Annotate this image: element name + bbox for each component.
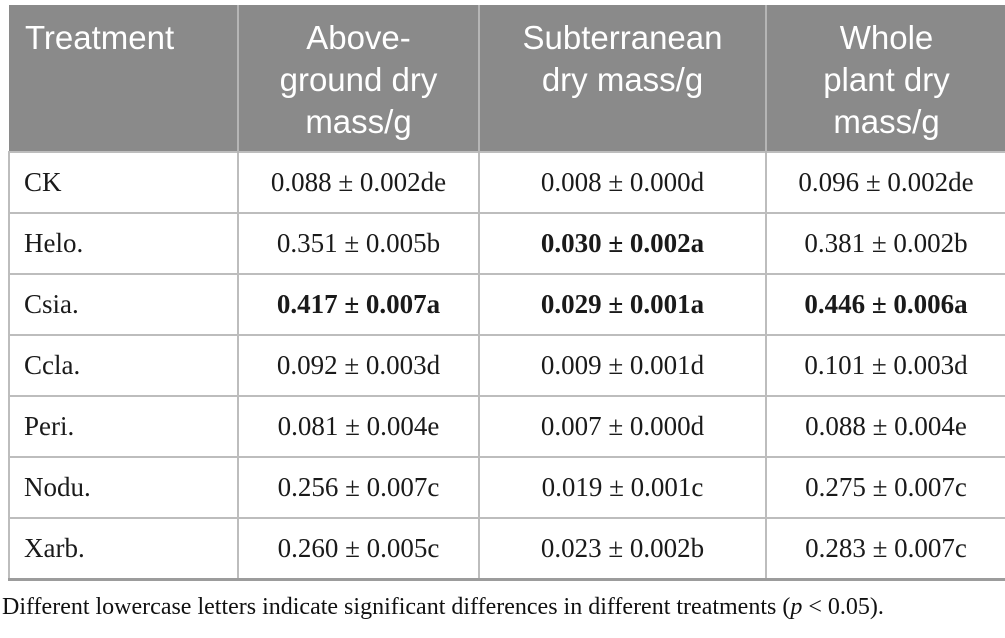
value-cell: 0.009 ± 0.001d bbox=[478, 334, 767, 397]
treatment-label: Xarb. bbox=[8, 517, 239, 580]
value-cell: 0.256 ± 0.007c bbox=[237, 456, 480, 519]
value-cell: 0.283 ± 0.007c bbox=[765, 517, 1005, 580]
treatment-label: Csia. bbox=[8, 273, 239, 336]
value-cell: 0.275 ± 0.007c bbox=[765, 456, 1005, 519]
footnote-threshold: < 0.05). bbox=[802, 594, 884, 620]
footnote-text: Different lowercase letters indicate sig… bbox=[2, 594, 791, 620]
value-cell: 0.008 ± 0.000d bbox=[478, 151, 767, 214]
treatment-label: Nodu. bbox=[8, 456, 239, 519]
value-cell: 0.030 ± 0.002a bbox=[478, 212, 767, 275]
value-cell: 0.381 ± 0.002b bbox=[765, 212, 1005, 275]
treatment-label: Peri. bbox=[8, 395, 239, 458]
value-cell: 0.351 ± 0.005b bbox=[237, 212, 480, 275]
value-cell: 0.023 ± 0.002b bbox=[478, 517, 767, 580]
value-cell: 0.101 ± 0.003d bbox=[765, 334, 1005, 397]
value-cell: 0.417 ± 0.007a bbox=[237, 273, 480, 336]
header-row: Treatment Above- ground dry mass/g Subte… bbox=[9, 5, 1005, 152]
treatment-label: Helo. bbox=[8, 212, 239, 275]
table-header: Treatment Above- ground dry mass/g Subte… bbox=[9, 5, 1005, 152]
column-header-treatment: Treatment bbox=[9, 5, 238, 152]
table-row: Csia. 0.417 ± 0.007a 0.029 ± 0.001a 0.446 ±… bbox=[8, 273, 1005, 336]
table-row: Nodu. 0.256 ± 0.007c 0.019 ± 0.001c 0.275 ±… bbox=[8, 456, 1005, 519]
value-cell: 0.007 ± 0.000d bbox=[478, 395, 767, 458]
dry-mass-table-figure: Treatment Above- ground dry mass/g Subte… bbox=[8, 5, 1005, 581]
table-row: Peri. 0.081 ± 0.004e 0.007 ± 0.000d 0.088 ±… bbox=[8, 395, 1005, 458]
column-header-above-ground-dry-mass: Above- ground dry mass/g bbox=[237, 5, 479, 152]
table-row: CK 0.088 ± 0.002de 0.008 ± 0.000d 0.096 ± 0… bbox=[8, 151, 1005, 214]
value-cell: 0.081 ± 0.004e bbox=[237, 395, 480, 458]
table-body: CK 0.088 ± 0.002de 0.008 ± 0.000d 0.096 ± 0… bbox=[8, 151, 1005, 580]
treatment-label: Ccla. bbox=[8, 334, 239, 397]
table-row: Helo. 0.351 ± 0.005b 0.030 ± 0.002a 0.381 ±… bbox=[8, 212, 1005, 275]
column-header-whole-plant-dry-mass: Whole plant dry mass/g bbox=[765, 5, 1005, 152]
value-cell: 0.096 ± 0.002de bbox=[765, 151, 1005, 214]
value-cell: 0.088 ± 0.004e bbox=[765, 395, 1005, 458]
value-cell: 0.092 ± 0.003d bbox=[237, 334, 480, 397]
value-cell: 0.019 ± 0.001c bbox=[478, 456, 767, 519]
value-cell: 0.446 ± 0.006a bbox=[765, 273, 1005, 336]
column-header-subterranean-dry-mass: Subterranean dry mass/g bbox=[478, 5, 766, 152]
significance-footnote: Different lowercase letters indicate sig… bbox=[2, 591, 1005, 623]
dry-mass-table: Treatment Above- ground dry mass/g Subte… bbox=[8, 5, 1005, 581]
value-cell: 0.029 ± 0.001a bbox=[478, 273, 767, 336]
value-cell: 0.260 ± 0.005c bbox=[237, 517, 480, 580]
treatment-label: CK bbox=[8, 151, 239, 214]
table-row: Xarb. 0.260 ± 0.005c 0.023 ± 0.002b 0.283 ±… bbox=[8, 517, 1005, 580]
value-cell: 0.088 ± 0.002de bbox=[237, 151, 480, 214]
footnote-p-symbol: p bbox=[790, 594, 803, 620]
table-row: Ccla. 0.092 ± 0.003d 0.009 ± 0.001d 0.101 ±… bbox=[8, 334, 1005, 397]
